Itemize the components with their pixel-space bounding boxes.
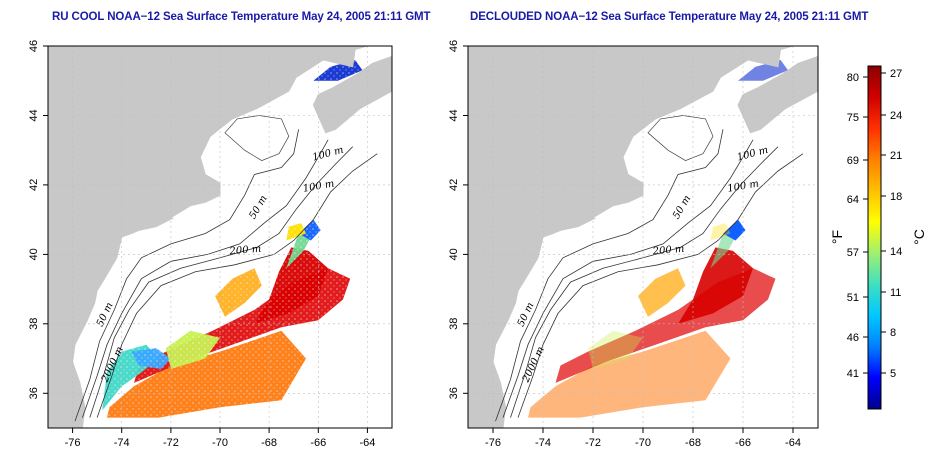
colorbar-scale [867,65,882,410]
cloud-texture [254,247,329,324]
y-tick-label: 44 [28,109,40,121]
celsius-tick-label: 24 [890,110,902,122]
land-long-island [123,217,174,235]
sst-patch [678,247,753,324]
y-tick-label: 38 [448,318,460,330]
fahrenheit-tick-label: 64 [847,194,859,206]
x-tick-label: -74 [114,437,130,449]
land-nova-scotia [737,55,818,134]
celsius-tick-label: 8 [890,327,896,339]
contour-label: 200 m [651,244,685,258]
x-tick-label: -76 [485,437,501,449]
celsius-tick-label: 11 [890,287,901,299]
land-long-island [544,217,596,235]
celsius-tick-label: 14 [890,246,902,258]
left-map-title: RU COOL NOAA−12 Sea Surface Temperature … [52,11,431,23]
y-tick-label: 36 [28,387,40,399]
y-tick-label: 36 [448,387,460,399]
x-tick-label: -74 [535,437,551,449]
y-tick-label: 38 [28,318,40,330]
temperature-colorbar: 80 75 69 64 57 51 46 41 27 24 21 18 14 11 8 5 °F °C [829,65,927,410]
celsius-unit-label: °C [911,229,927,245]
sst-patch [638,268,686,317]
x-tick-label: -66 [735,437,751,449]
right-map-title: DECLOUDED NOAA−12 Sea Surface Temperatur… [470,11,869,23]
contour-50m [74,129,299,422]
x-tick-label: -64 [785,437,801,449]
sst-patch [528,330,731,418]
cloud-texture [215,268,262,317]
x-tick-label: -68 [685,437,701,449]
cloud-texture [298,219,321,241]
contour-100m [82,139,329,418]
x-tick-label: -64 [359,437,375,449]
y-tick-label: 40 [28,248,40,260]
y-tick-label: 44 [448,109,460,121]
x-tick-label: -70 [635,437,651,449]
y-tick-label: 40 [448,248,460,260]
fahrenheit-tick-label: 46 [847,332,859,344]
cloud-texture [107,330,306,418]
y-tick-label: 42 [448,179,460,191]
x-tick-label: -68 [261,437,277,449]
sst-patch [710,223,731,241]
cloud-texture [286,223,306,241]
land-mass [48,46,368,428]
x-tick-label: -76 [65,437,81,449]
contour-label: 100 m [727,179,760,195]
sst-patch [723,219,746,241]
sst-patch [588,330,643,369]
x-tick-label: -72 [585,437,601,449]
celsius-tick-label: 21 [890,150,902,162]
contour-label: 100 m [302,179,335,195]
fahrenheit-tick-label: 69 [847,155,859,167]
sst-patch [710,233,736,269]
land-mass [468,46,794,428]
land-nova-scotia [312,55,392,134]
y-tick-label: 42 [28,179,40,191]
x-tick-label: -70 [212,437,228,449]
contour-2000m [517,153,804,418]
celsius-tick-label: 18 [890,191,902,203]
celsius-tick-label: 27 [890,68,902,80]
fahrenheit-tick-label: 80 [847,72,859,84]
x-tick-label: -66 [310,437,326,449]
fahrenheit-tick-label: 75 [847,112,859,124]
cloud-texture [286,233,311,269]
contour-gulf-of-maine [224,115,290,161]
contour-label: 200 m [228,244,262,258]
cloud-texture [131,348,171,369]
contour-50m [495,129,724,422]
fahrenheit-tick-label: 57 [847,247,859,259]
contour-2000m [96,153,378,418]
y-tick-label: 46 [448,40,460,52]
contour-gulf-of-maine [647,115,714,161]
contour-100m [502,139,754,418]
cloud-texture [165,330,220,369]
fahrenheit-unit-label: °F [829,230,845,244]
celsius-tick-label: 5 [890,368,896,380]
x-tick-label: -72 [163,437,179,449]
fahrenheit-tick-label: 51 [847,292,859,304]
y-tick-label: 46 [28,40,40,52]
fahrenheit-tick-label: 41 [847,368,859,380]
